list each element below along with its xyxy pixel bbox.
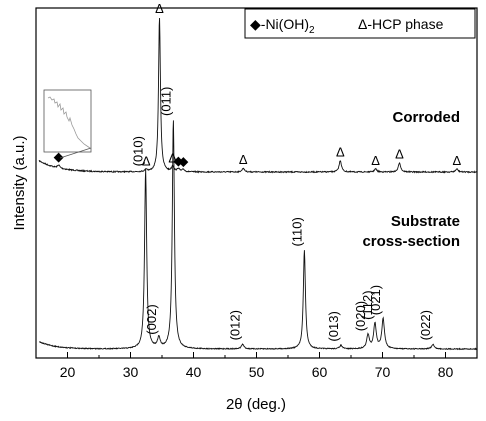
peak-label: (013) — [326, 311, 341, 341]
series-line-substrate — [38, 120, 478, 351]
peak-label: (110) — [289, 217, 304, 246]
hcp-peak-marker: Δ — [239, 152, 248, 167]
hcp-peak-marker: Δ — [395, 147, 404, 162]
hcp-peak-marker: Δ — [452, 153, 461, 168]
x-tick-label: 30 — [123, 364, 139, 380]
peak-label: (002) — [144, 304, 159, 334]
series-line-corroded — [38, 17, 478, 174]
x-tick-label: 40 — [186, 364, 202, 380]
legend-ni-oh2-label: -Ni(OH) — [261, 16, 309, 32]
legend-hcp: Δ-HCP phase — [358, 16, 444, 32]
hcp-peak-marker: Δ — [371, 153, 380, 168]
ni-oh2-peak-marker: ◆ — [178, 154, 188, 169]
legend-hcp-label: -HCP phase — [367, 16, 443, 32]
series-label-substrate-line1: Substrate — [391, 213, 460, 230]
tick-marks — [35, 352, 478, 358]
peak-label: (112) — [360, 290, 375, 319]
x-tick-labels: 20 30 40 50 60 70 80 — [60, 364, 454, 380]
legend: ◆-Ni(OH)2 Δ-HCP phase — [244, 8, 476, 39]
x-tick-label: 50 — [249, 364, 265, 380]
hcp-peak-marker: Δ — [142, 154, 151, 169]
x-tick-label: 70 — [375, 364, 391, 380]
ni-oh2-peak-marker: ◆ — [54, 149, 64, 164]
peak-label: (020) — [353, 301, 368, 331]
legend-frame — [244, 8, 476, 39]
plot-frame — [35, 7, 478, 359]
y-axis-label: Intensity (a.u.) — [11, 135, 28, 230]
hcp-peak-marker: Δ — [336, 144, 345, 159]
x-axis-label: 2θ (deg.) — [226, 396, 286, 413]
x-tick-label: 80 — [438, 364, 454, 380]
inset-trace — [47, 96, 91, 149]
peak-label: (022) — [418, 310, 433, 340]
legend-diamond-symbol: ◆ — [250, 16, 261, 32]
peak-label: (011) — [158, 87, 173, 116]
inset-pointer — [59, 147, 92, 159]
hcp-peak-marker: Δ — [168, 151, 177, 166]
peak-label: (012) — [228, 310, 243, 340]
legend-ni-oh2-subscript: 2 — [309, 25, 315, 36]
peak-labels: (010) (002) (011) (012) (110) (013) (020)(112)… — [131, 87, 433, 342]
series-label-corroded: Corroded — [393, 109, 461, 126]
x-tick-label: 20 — [60, 364, 76, 380]
ni-oh2-peak-marker: ◆ — [173, 153, 183, 168]
legend-ni-oh2: ◆-Ni(OH)2 — [250, 16, 315, 36]
x-tick-label: 60 — [312, 364, 328, 380]
peak-label: (021) — [368, 285, 383, 315]
series-label-substrate-line2: cross-section — [362, 233, 460, 250]
peak-label: (010) — [131, 136, 146, 166]
inset — [43, 89, 92, 159]
inset-frame — [43, 89, 92, 153]
series-lines — [38, 17, 478, 351]
legend-triangle-symbol: Δ — [358, 16, 367, 32]
